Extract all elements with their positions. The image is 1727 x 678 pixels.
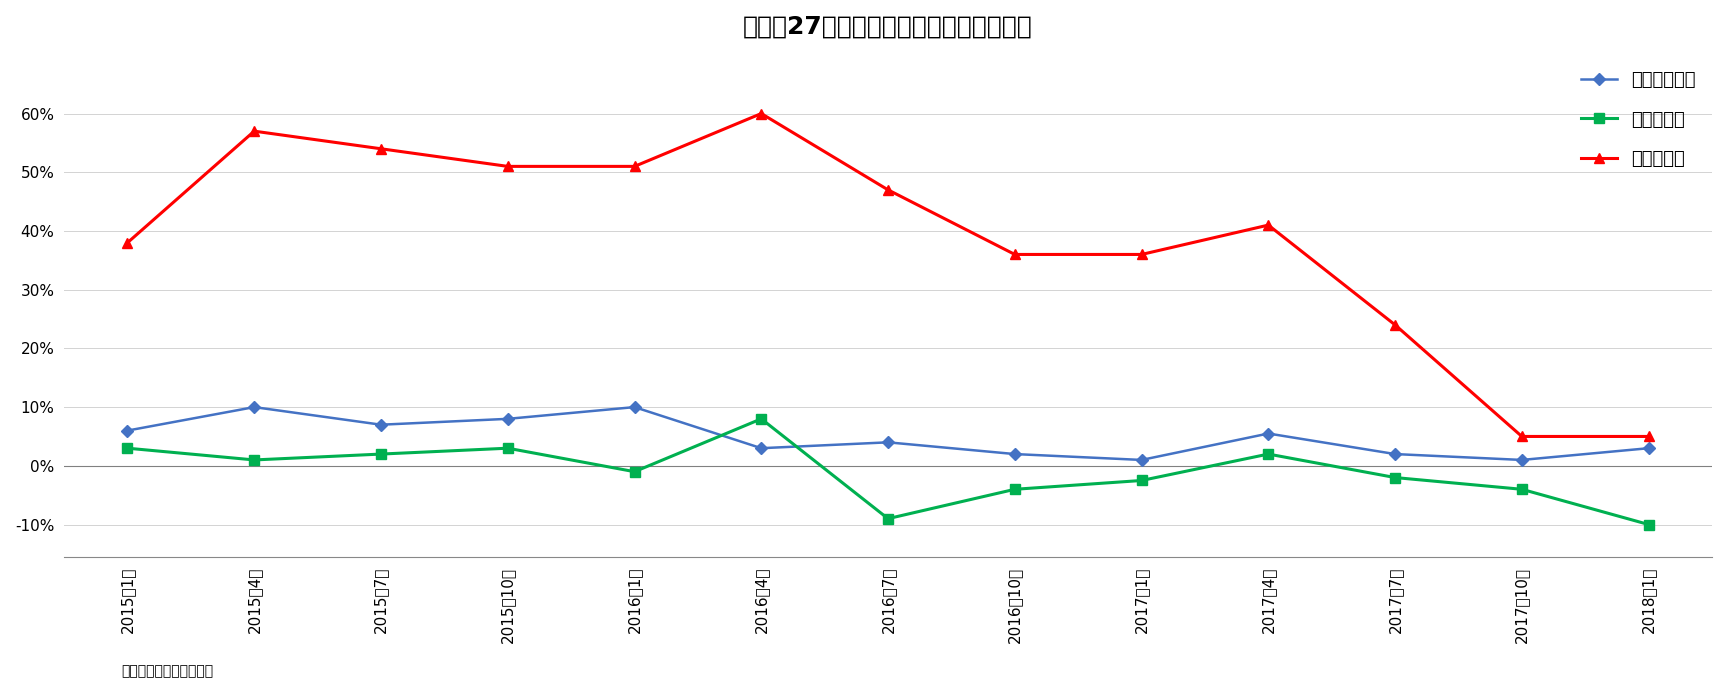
延べ宿泊者数 <box>1257 429 1278 437</box>
延べ宿泊者数 <box>497 415 518 423</box>
うち外国人 <box>623 162 644 170</box>
うち外国人 <box>117 239 138 247</box>
うち日本人 <box>244 456 264 464</box>
Line: 延べ宿泊者数: 延べ宿泊者数 <box>123 403 1653 464</box>
延べ宿泊者数 <box>117 426 138 435</box>
うち外国人 <box>1005 250 1026 258</box>
延べ宿泊者数 <box>1005 450 1026 458</box>
Line: うち日本人: うち日本人 <box>123 414 1653 530</box>
うち日本人 <box>877 515 898 523</box>
うち日本人 <box>1639 521 1660 529</box>
うち外国人 <box>1257 221 1278 229</box>
うち外国人 <box>1385 321 1406 329</box>
延べ宿泊者数 <box>1639 444 1660 452</box>
Title: 図表－27　延べ宿泊者数（前年同期比）: 図表－27 延べ宿泊者数（前年同期比） <box>743 15 1033 39</box>
うち外国人 <box>1639 433 1660 441</box>
うち外国人 <box>371 144 392 153</box>
延べ宿泊者数 <box>751 444 772 452</box>
延べ宿泊者数 <box>1511 456 1532 464</box>
うち日本人 <box>497 444 518 452</box>
うち日本人 <box>1005 485 1026 494</box>
延べ宿泊者数 <box>623 403 644 411</box>
うち外国人 <box>497 162 518 170</box>
うち外国人 <box>1131 250 1152 258</box>
うち外国人 <box>751 109 772 117</box>
うち日本人 <box>623 468 644 476</box>
Text: （出所）日本政府観光局: （出所）日本政府観光局 <box>121 664 212 678</box>
うち日本人 <box>1131 477 1152 485</box>
Legend: 延べ宿泊者数, うち日本人, うち外国人: 延べ宿泊者数, うち日本人, うち外国人 <box>1573 64 1703 176</box>
うち日本人 <box>1511 485 1532 494</box>
延べ宿泊者数 <box>244 403 264 411</box>
延べ宿泊者数 <box>1131 456 1152 464</box>
延べ宿泊者数 <box>371 420 392 428</box>
うち外国人 <box>1511 433 1532 441</box>
うち日本人 <box>751 415 772 423</box>
Line: うち外国人: うち外国人 <box>123 108 1653 441</box>
うち日本人 <box>1257 450 1278 458</box>
うち日本人 <box>371 450 392 458</box>
延べ宿泊者数 <box>877 438 898 446</box>
うち日本人 <box>117 444 138 452</box>
延べ宿泊者数 <box>1385 450 1406 458</box>
うち外国人 <box>877 186 898 194</box>
うち日本人 <box>1385 473 1406 481</box>
うち外国人 <box>244 127 264 135</box>
